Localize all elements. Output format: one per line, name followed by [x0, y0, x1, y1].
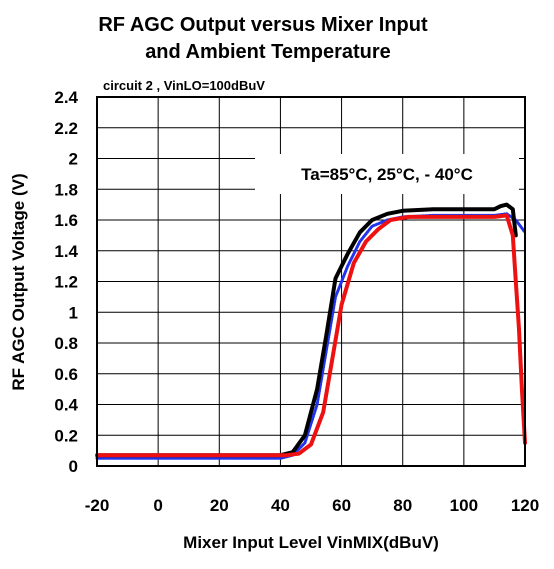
x-tick-label: 0 — [153, 496, 162, 515]
y-tick-label: 2 — [69, 150, 78, 169]
y-tick-label: 1.2 — [54, 273, 78, 292]
x-axis-label: Mixer Input Level VinMIX(dBuV) — [183, 533, 439, 552]
y-tick-label: 2.4 — [54, 88, 78, 107]
y-tick-label: 1 — [69, 303, 78, 322]
x-tick-label: 120 — [511, 496, 539, 515]
x-tick-label: 20 — [210, 496, 229, 515]
y-tick-label: 0.6 — [54, 365, 78, 384]
y-tick-labels: 0 0.2 0.4 0.6 0.8 1 1.2 1.4 1.6 1.8 2 2.2 2.4 — [54, 88, 78, 476]
y-tick-label: 2.2 — [54, 119, 78, 138]
x-tick-label: 40 — [271, 496, 290, 515]
annotation-box — [255, 154, 519, 194]
y-tick-label: 1.4 — [54, 242, 78, 261]
y-tick-label: 1.6 — [54, 211, 78, 230]
y-tick-label: 1.8 — [54, 180, 78, 199]
y-axis-label: RF AGC Output Voltage (V) — [9, 173, 28, 390]
series-layer — [95, 202, 527, 460]
y-tick-label: 0.8 — [54, 334, 78, 353]
x-tick-label: 80 — [393, 496, 412, 515]
y-tick-label: 0.4 — [54, 396, 78, 415]
series-line-3 — [95, 213, 527, 458]
y-tick-label: 0 — [69, 457, 78, 476]
y-tick-label: 0.2 — [54, 426, 78, 445]
plot-area-frame — [96, 96, 526, 467]
x-tick-label: -20 — [85, 496, 110, 515]
temperature-annotation: Ta=85°C, 25°C, - 40°C — [301, 165, 473, 184]
x-tick-labels: -20 0 20 40 60 80 100 120 — [85, 496, 539, 515]
chart-subtitle: circuit 2 , VinLO=100dBuV — [103, 78, 265, 93]
chart-title-line2: and Ambient Temperature — [145, 41, 391, 63]
x-tick-label: 100 — [450, 496, 478, 515]
chart-title-line1: RF AGC Output versus Mixer Input — [98, 14, 428, 36]
x-tick-label: 60 — [332, 496, 351, 515]
series-line-2 — [95, 202, 518, 458]
